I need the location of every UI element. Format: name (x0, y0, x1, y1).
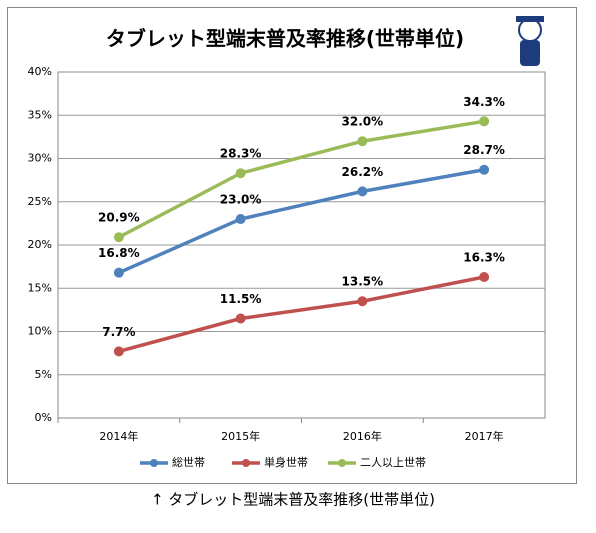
data-label: 7.7% (102, 325, 135, 339)
legend-marker (338, 459, 346, 467)
data-label: 34.3% (463, 95, 505, 109)
legend-marker (242, 459, 250, 467)
legend-marker (150, 459, 158, 467)
point (235, 313, 246, 324)
point (235, 214, 246, 225)
y-tick-label: 10% (28, 325, 52, 338)
y-tick-label: 0% (35, 411, 52, 424)
y-tick-label: 25% (28, 195, 52, 208)
y-tick-label: 35% (28, 108, 52, 121)
data-label: 32.0% (342, 115, 384, 129)
y-tick-label: 15% (28, 281, 52, 294)
legend-label: 総世帯 (172, 455, 205, 469)
point (113, 267, 124, 278)
x-tick-label: 2016年 (343, 429, 382, 443)
series-line (118, 168, 485, 275)
point (113, 346, 124, 357)
point (479, 164, 490, 175)
y-tick-label: 20% (28, 238, 52, 251)
x-tick-label: 2017年 (465, 429, 504, 443)
data-label: 23.0% (220, 193, 262, 207)
point (357, 186, 368, 197)
x-tick-label: 2014年 (99, 429, 138, 443)
point (235, 168, 246, 179)
point (479, 116, 490, 127)
point (113, 232, 124, 243)
data-label: 11.5% (220, 292, 262, 306)
x-tick-label: 2015年 (221, 429, 260, 443)
data-label: 16.8% (98, 246, 140, 260)
series-line (118, 275, 485, 354)
chart-title: タブレット型端末普及率推移(世帯単位) (106, 27, 464, 51)
y-tick-label: 40% (28, 65, 52, 78)
data-label: 13.5% (342, 275, 384, 289)
data-label: 26.2% (342, 165, 384, 179)
legend-label: 単身世帯 (264, 455, 308, 469)
point (357, 296, 368, 307)
data-label: 28.7% (463, 143, 505, 157)
data-label: 16.3% (463, 251, 505, 265)
point (357, 136, 368, 147)
y-tick-label: 30% (28, 152, 52, 165)
caption: ↑ タブレット型端末普及率推移(世帯単位) (151, 491, 435, 509)
legend-label: 二人以上世帯 (360, 456, 426, 469)
series-line (118, 119, 485, 239)
y-tick-label: 5% (35, 368, 52, 381)
mascot (516, 16, 544, 66)
data-label: 28.3% (220, 147, 262, 161)
data-label: 20.9% (98, 211, 140, 225)
point (479, 272, 490, 283)
